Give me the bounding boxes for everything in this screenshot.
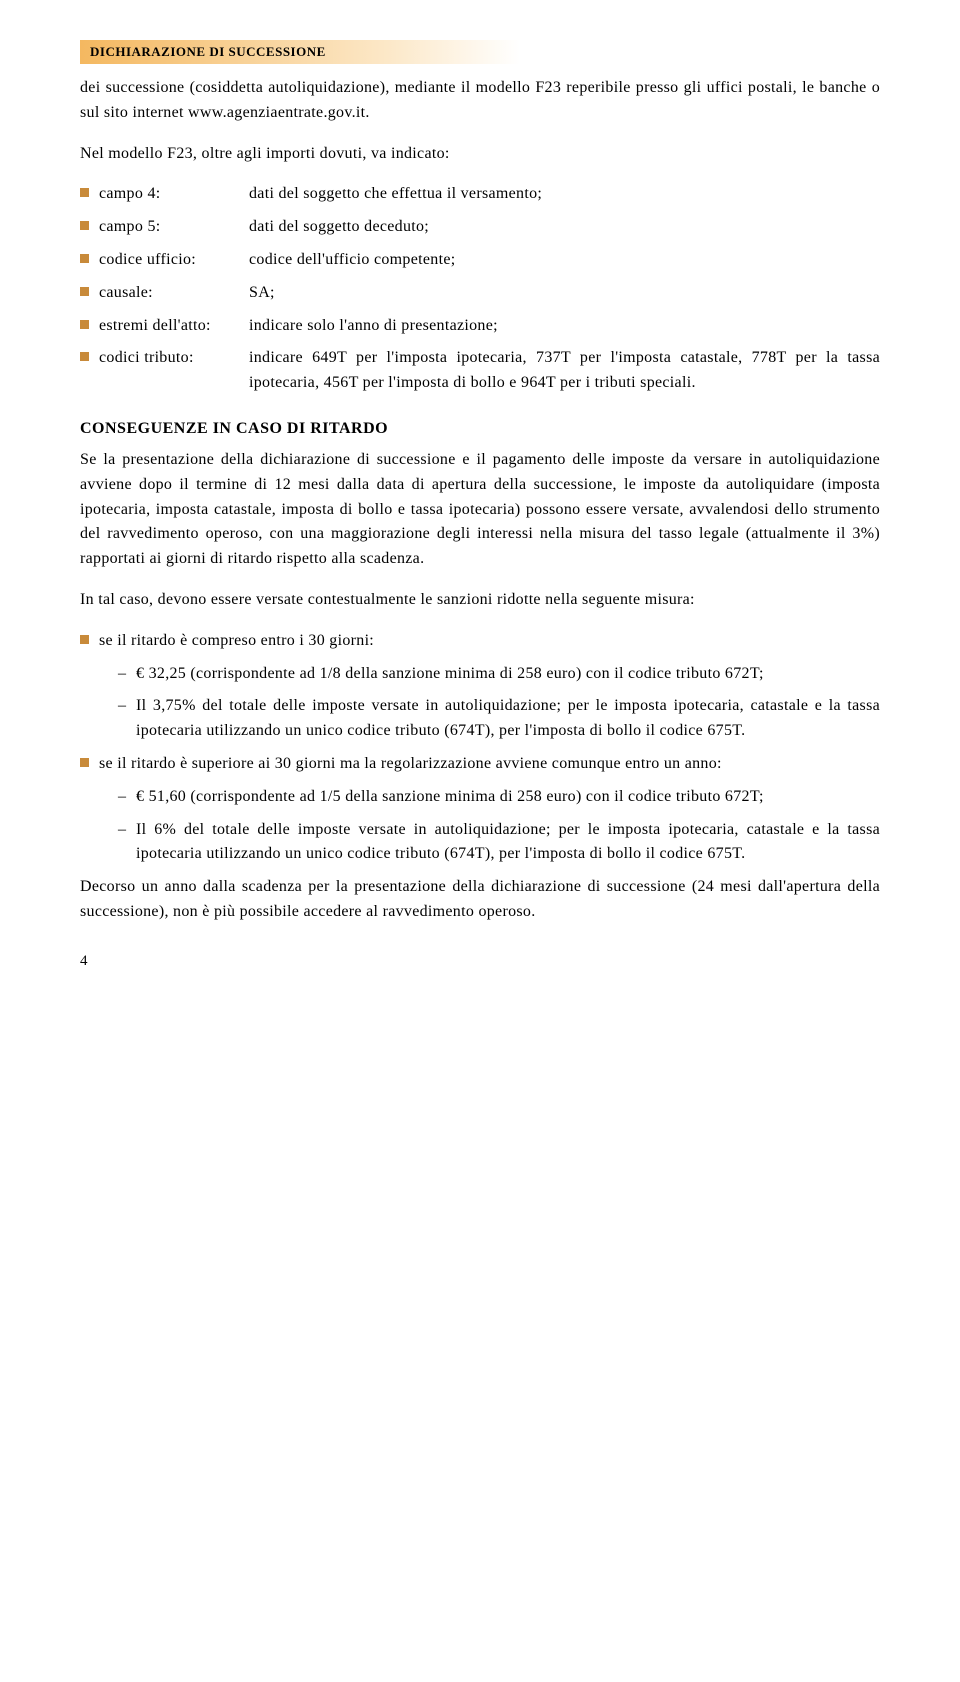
square-bullet-icon (80, 352, 89, 361)
dash-item: – € 51,60 (corrispondente ad 1/5 della s… (118, 785, 880, 810)
bullet-item: se il ritardo è superiore ai 30 giorni m… (80, 752, 880, 777)
field-value: dati del soggetto deceduto; (249, 215, 880, 240)
field-row: campo 4: dati del soggetto che effettua … (80, 182, 880, 207)
dash-icon: – (118, 662, 136, 687)
consequences-para-2: In tal caso, devono essere versate conte… (80, 588, 880, 613)
field-label: estremi dell'atto: (99, 314, 249, 339)
square-bullet-icon (80, 320, 89, 329)
field-label: codice ufficio: (99, 248, 249, 273)
field-value: indicare solo l'anno di presentazione; (249, 314, 880, 339)
intro-paragraph: dei successione (cosiddetta autoliquidaz… (80, 76, 880, 126)
dash-text: Il 3,75% del totale delle imposte versat… (136, 694, 880, 744)
document-header: DICHIARAZIONE DI SUCCESSIONE (80, 40, 520, 64)
dash-item: – Il 3,75% del totale delle imposte vers… (118, 694, 880, 744)
dash-item: – € 32,25 (corrispondente ad 1/8 della s… (118, 662, 880, 687)
f23-intro: Nel modello F23, oltre agli importi dovu… (80, 142, 880, 167)
field-list: campo 4: dati del soggetto che effettua … (80, 182, 880, 396)
field-row: causale: SA; (80, 281, 880, 306)
consequences-para-1: Se la presentazione della dichiarazione … (80, 448, 880, 572)
dash-item: – Il 6% del totale delle imposte versate… (118, 818, 880, 868)
field-row: codice ufficio: codice dell'ufficio comp… (80, 248, 880, 273)
field-row: campo 5: dati del soggetto deceduto; (80, 215, 880, 240)
dash-icon: – (118, 785, 136, 810)
field-value: dati del soggetto che effettua il versam… (249, 182, 880, 207)
bullet-item: se il ritardo è compreso entro i 30 gior… (80, 629, 880, 654)
field-row: estremi dell'atto: indicare solo l'anno … (80, 314, 880, 339)
page-container: DICHIARAZIONE DI SUCCESSIONE dei success… (0, 0, 960, 1010)
square-bullet-icon (80, 221, 89, 230)
field-value: codice dell'ufficio competente; (249, 248, 880, 273)
section-title: CONSEGUENZE IN CASO DI RITARDO (80, 420, 880, 438)
square-bullet-icon (80, 635, 89, 644)
bullet-text: se il ritardo è superiore ai 30 giorni m… (99, 752, 880, 777)
dash-text: € 32,25 (corrispondente ad 1/8 della san… (136, 662, 880, 687)
dash-text: Il 6% del totale delle imposte versate i… (136, 818, 880, 868)
field-label: causale: (99, 281, 249, 306)
dash-icon: – (118, 694, 136, 719)
dash-icon: – (118, 818, 136, 843)
dash-list: – € 51,60 (corrispondente ad 1/5 della s… (118, 785, 880, 867)
square-bullet-icon (80, 758, 89, 767)
dash-list: – € 32,25 (corrispondente ad 1/8 della s… (118, 662, 880, 744)
field-row: codici tributo: indicare 649T per l'impo… (80, 346, 880, 396)
square-bullet-icon (80, 254, 89, 263)
bullet-list: se il ritardo è compreso entro i 30 gior… (80, 629, 880, 867)
square-bullet-icon (80, 287, 89, 296)
page-number: 4 (80, 953, 880, 970)
dash-text: € 51,60 (corrispondente ad 1/5 della san… (136, 785, 880, 810)
field-label: codici tributo: (99, 346, 249, 371)
field-value: indicare 649T per l'imposta ipotecaria, … (249, 346, 880, 396)
field-label: campo 5: (99, 215, 249, 240)
closing-paragraph: Decorso un anno dalla scadenza per la pr… (80, 875, 880, 925)
field-value: SA; (249, 281, 880, 306)
bullet-text: se il ritardo è compreso entro i 30 gior… (99, 629, 880, 654)
field-label: campo 4: (99, 182, 249, 207)
square-bullet-icon (80, 188, 89, 197)
